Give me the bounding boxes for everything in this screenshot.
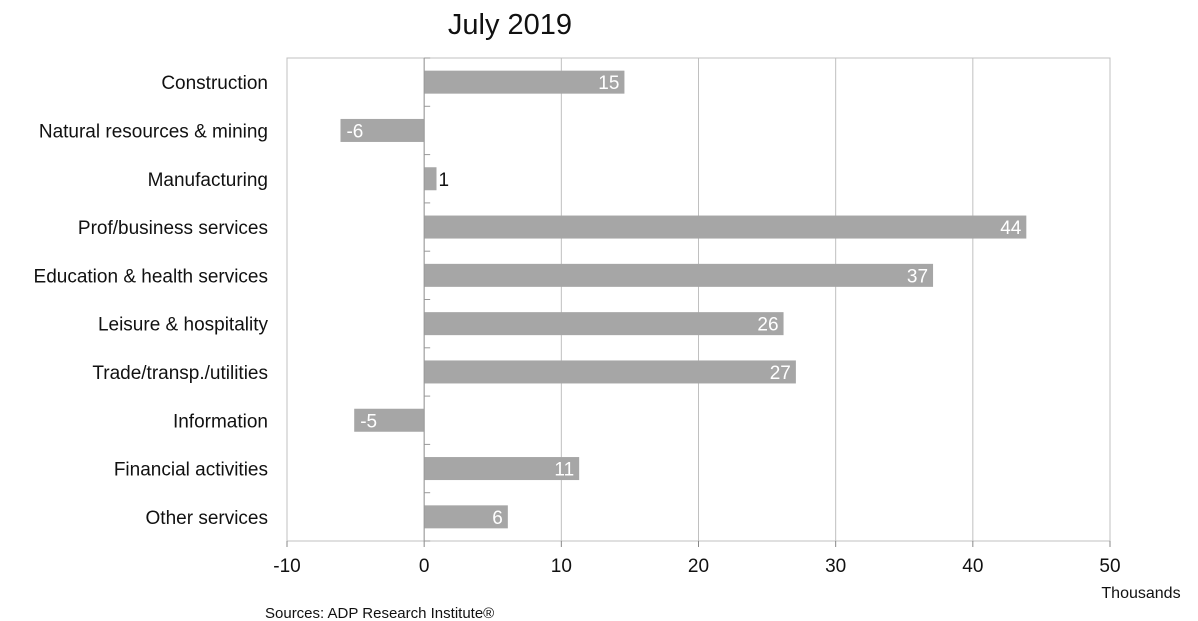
category-label: Financial activities	[114, 460, 268, 481]
category-label: Manufacturing	[148, 170, 268, 191]
bar	[424, 215, 1027, 239]
x-tick-label: 0	[419, 556, 430, 577]
data-label: 27	[770, 363, 791, 384]
x-tick-label: 20	[688, 556, 709, 577]
category-label: Construction	[161, 73, 268, 94]
bar	[424, 457, 580, 481]
bar	[424, 505, 508, 529]
bar	[424, 263, 934, 287]
source-note: Sources: ADP Research Institute®	[265, 605, 494, 621]
bar	[354, 408, 425, 432]
bar	[424, 360, 796, 384]
x-axis-units-label: Thousands	[1101, 585, 1180, 602]
data-label: 15	[598, 73, 619, 94]
x-tick-label: 50	[1099, 556, 1120, 577]
axes	[286, 57, 1111, 547]
data-label: -6	[346, 121, 363, 142]
bar	[424, 167, 437, 191]
category-label: Trade/transp./utilities	[92, 363, 268, 384]
chart-title: July 2019	[448, 9, 572, 41]
x-tick-label: 40	[962, 556, 983, 577]
category-label: Natural resources & mining	[39, 121, 268, 142]
category-label: Education & health services	[34, 266, 268, 287]
bars	[340, 70, 1027, 529]
labels: -10 0 10 20 30 40 50 Construction 15 Natural reso…	[34, 73, 1121, 577]
data-label: 6	[492, 508, 503, 529]
x-tick-label: -10	[273, 556, 300, 577]
bar	[424, 312, 784, 336]
category-label: Information	[173, 411, 268, 432]
data-label: 11	[554, 460, 574, 481]
x-tick-label: 30	[825, 556, 846, 577]
category-label: Leisure & hospitality	[98, 315, 269, 336]
category-label: Prof/business services	[78, 218, 268, 239]
bar	[340, 118, 425, 142]
data-label: 44	[1000, 218, 1022, 239]
data-label: 26	[757, 315, 778, 336]
data-label: 37	[907, 266, 928, 287]
bar	[424, 70, 625, 94]
category-label: Other services	[146, 508, 268, 529]
data-label: -5	[360, 411, 377, 432]
x-tick-label: 10	[551, 556, 572, 577]
data-label: 1	[439, 170, 450, 191]
